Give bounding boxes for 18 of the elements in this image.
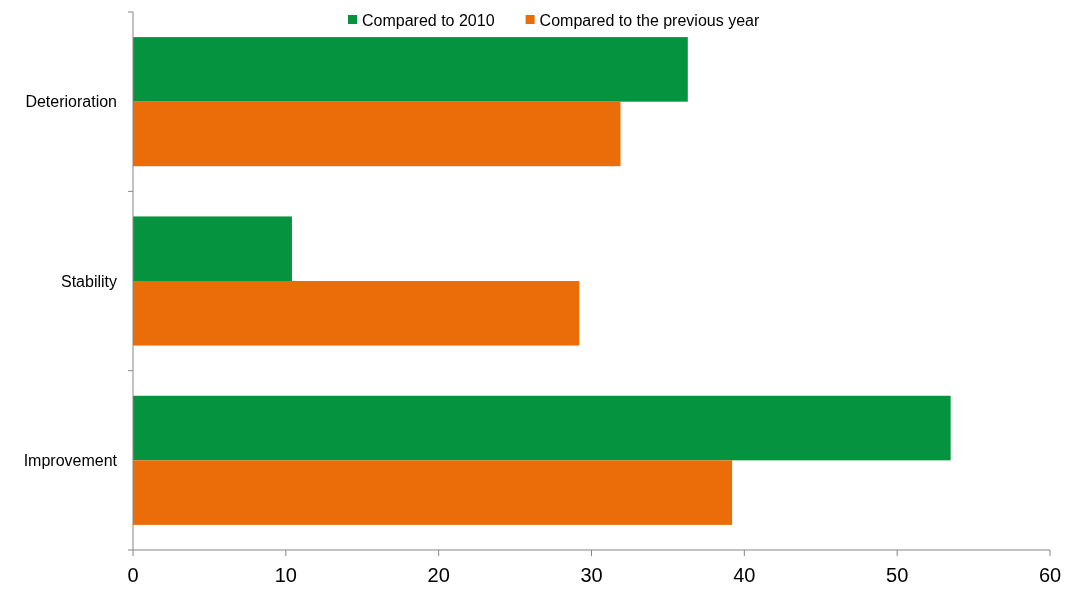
legend-label: Compared to the previous year <box>539 11 760 29</box>
x-tick-label: 30 <box>580 564 603 586</box>
y-tick-label: Stability <box>60 272 117 290</box>
bar <box>133 216 292 281</box>
bar <box>133 281 580 346</box>
bar <box>133 101 621 167</box>
x-tick-label: 60 <box>1038 564 1062 586</box>
legend-label: Compared to 2010 <box>362 11 495 29</box>
bar <box>133 460 733 525</box>
x-tick-label: 50 <box>886 564 909 586</box>
x-tick-label: 40 <box>733 564 756 586</box>
x-tick-label: 0 <box>127 564 139 586</box>
y-tick-label: Improvement <box>23 451 118 469</box>
bar <box>133 395 951 461</box>
x-tick-label: 10 <box>274 564 297 586</box>
x-tick-label: 20 <box>427 564 450 586</box>
bar <box>133 37 688 102</box>
y-tick-label: Deterioration <box>25 93 117 111</box>
